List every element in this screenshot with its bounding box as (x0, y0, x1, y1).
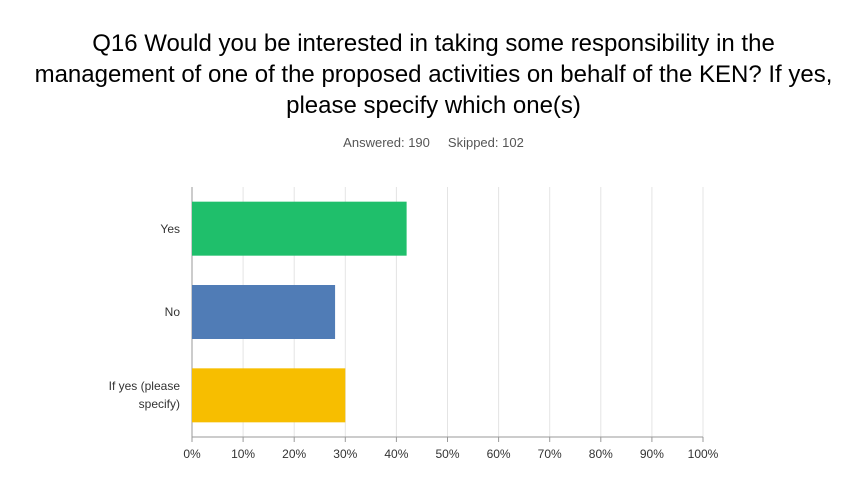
x-tick-label: 40% (384, 447, 408, 461)
bar (192, 368, 346, 423)
y-tick-label: Yes (160, 221, 180, 236)
x-tick-label: 0% (183, 447, 201, 461)
bar (192, 285, 336, 339)
x-tick-label: 100% (688, 447, 719, 461)
x-tick-label: 80% (589, 447, 613, 461)
y-tick-label: No (164, 305, 180, 319)
response-summary: Answered: 190 Skipped: 102 (0, 135, 867, 150)
chart-title: Q16 Would you be interested in taking so… (34, 30, 833, 119)
x-tick-label: 20% (282, 447, 306, 461)
x-tick-label: 60% (487, 447, 511, 461)
bar (192, 201, 407, 256)
x-tick-label: 50% (435, 447, 459, 461)
x-tick-label: 10% (231, 447, 255, 461)
answered: Answered: 190 (343, 135, 430, 150)
y-tick-label: If yes (please specify) (108, 379, 180, 412)
skipped: Skipped: 102 (447, 135, 524, 150)
x-tick-label: 70% (538, 447, 562, 461)
x-tick-label: 90% (640, 447, 664, 461)
x-tick-label: 30% (333, 447, 357, 461)
